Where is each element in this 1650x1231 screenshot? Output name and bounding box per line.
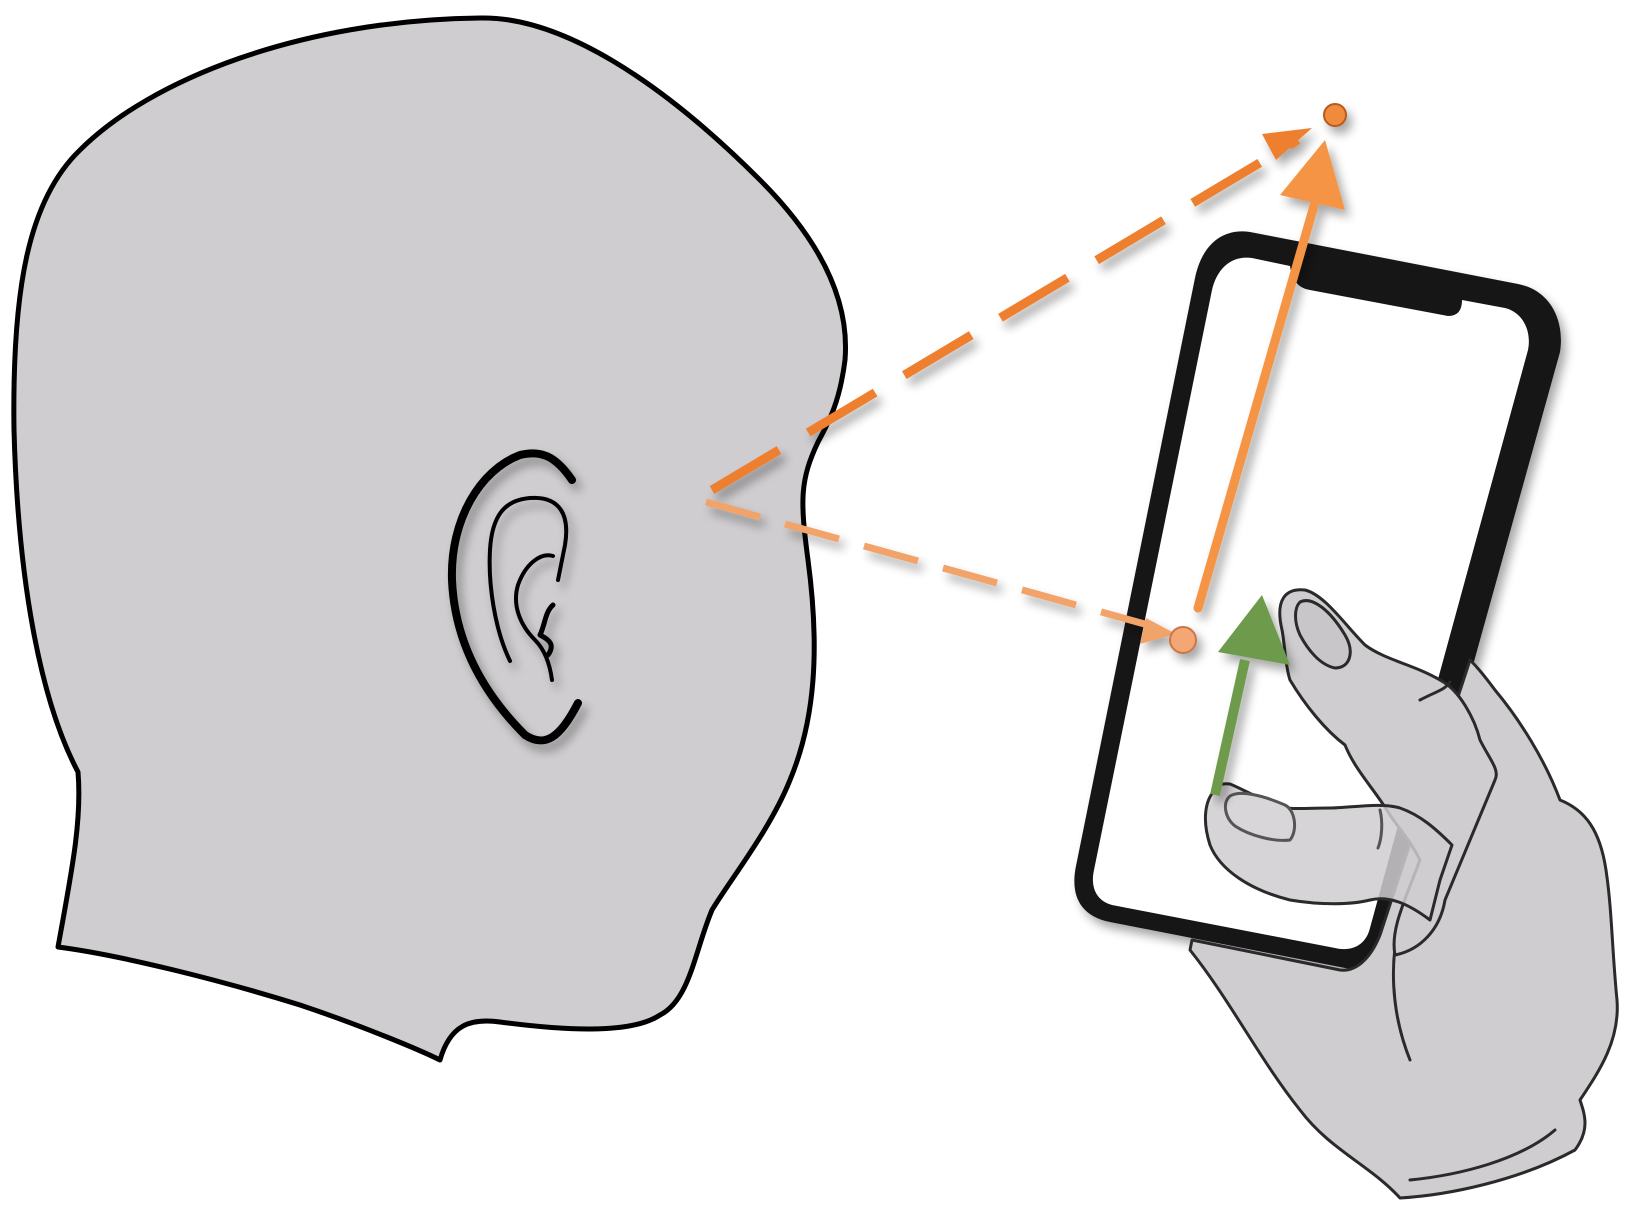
target-dot-lower <box>1169 626 1197 654</box>
target-dots <box>1169 103 1347 654</box>
hand-index-nail <box>1294 599 1352 670</box>
phone-motion-arrow <box>1193 140 1345 613</box>
ear-icon <box>447 449 582 745</box>
phone-motion-arrow-head <box>1280 140 1345 210</box>
gaze-lines <box>705 128 1312 644</box>
hand-palm-crease <box>1408 1128 1557 1182</box>
gaze-line-upper <box>709 136 1301 494</box>
hand-knuckle-crease <box>1418 680 1452 702</box>
gaze-line-upper-arrowhead <box>1262 128 1312 160</box>
ear-helix <box>487 495 569 663</box>
hand-thumb-nail <box>1223 791 1297 842</box>
head-silhouette <box>11 15 849 1063</box>
hand-icon <box>1188 588 1619 1200</box>
gaze-line-lower-arrowhead <box>1140 618 1176 644</box>
target-dot-upper <box>1323 103 1347 127</box>
finger-motion-arrow <box>1210 595 1290 797</box>
finger-motion-arrow-head <box>1218 595 1290 665</box>
ear-tragus <box>537 602 556 658</box>
head-profile-icon <box>11 15 849 1063</box>
hand-thumb-crease <box>1376 808 1384 850</box>
ear-outer <box>447 449 582 745</box>
finger-motion-arrow-shaft <box>1210 658 1250 797</box>
ear-antihelix <box>514 553 555 682</box>
phone-motion-arrow-shaft <box>1193 187 1323 613</box>
